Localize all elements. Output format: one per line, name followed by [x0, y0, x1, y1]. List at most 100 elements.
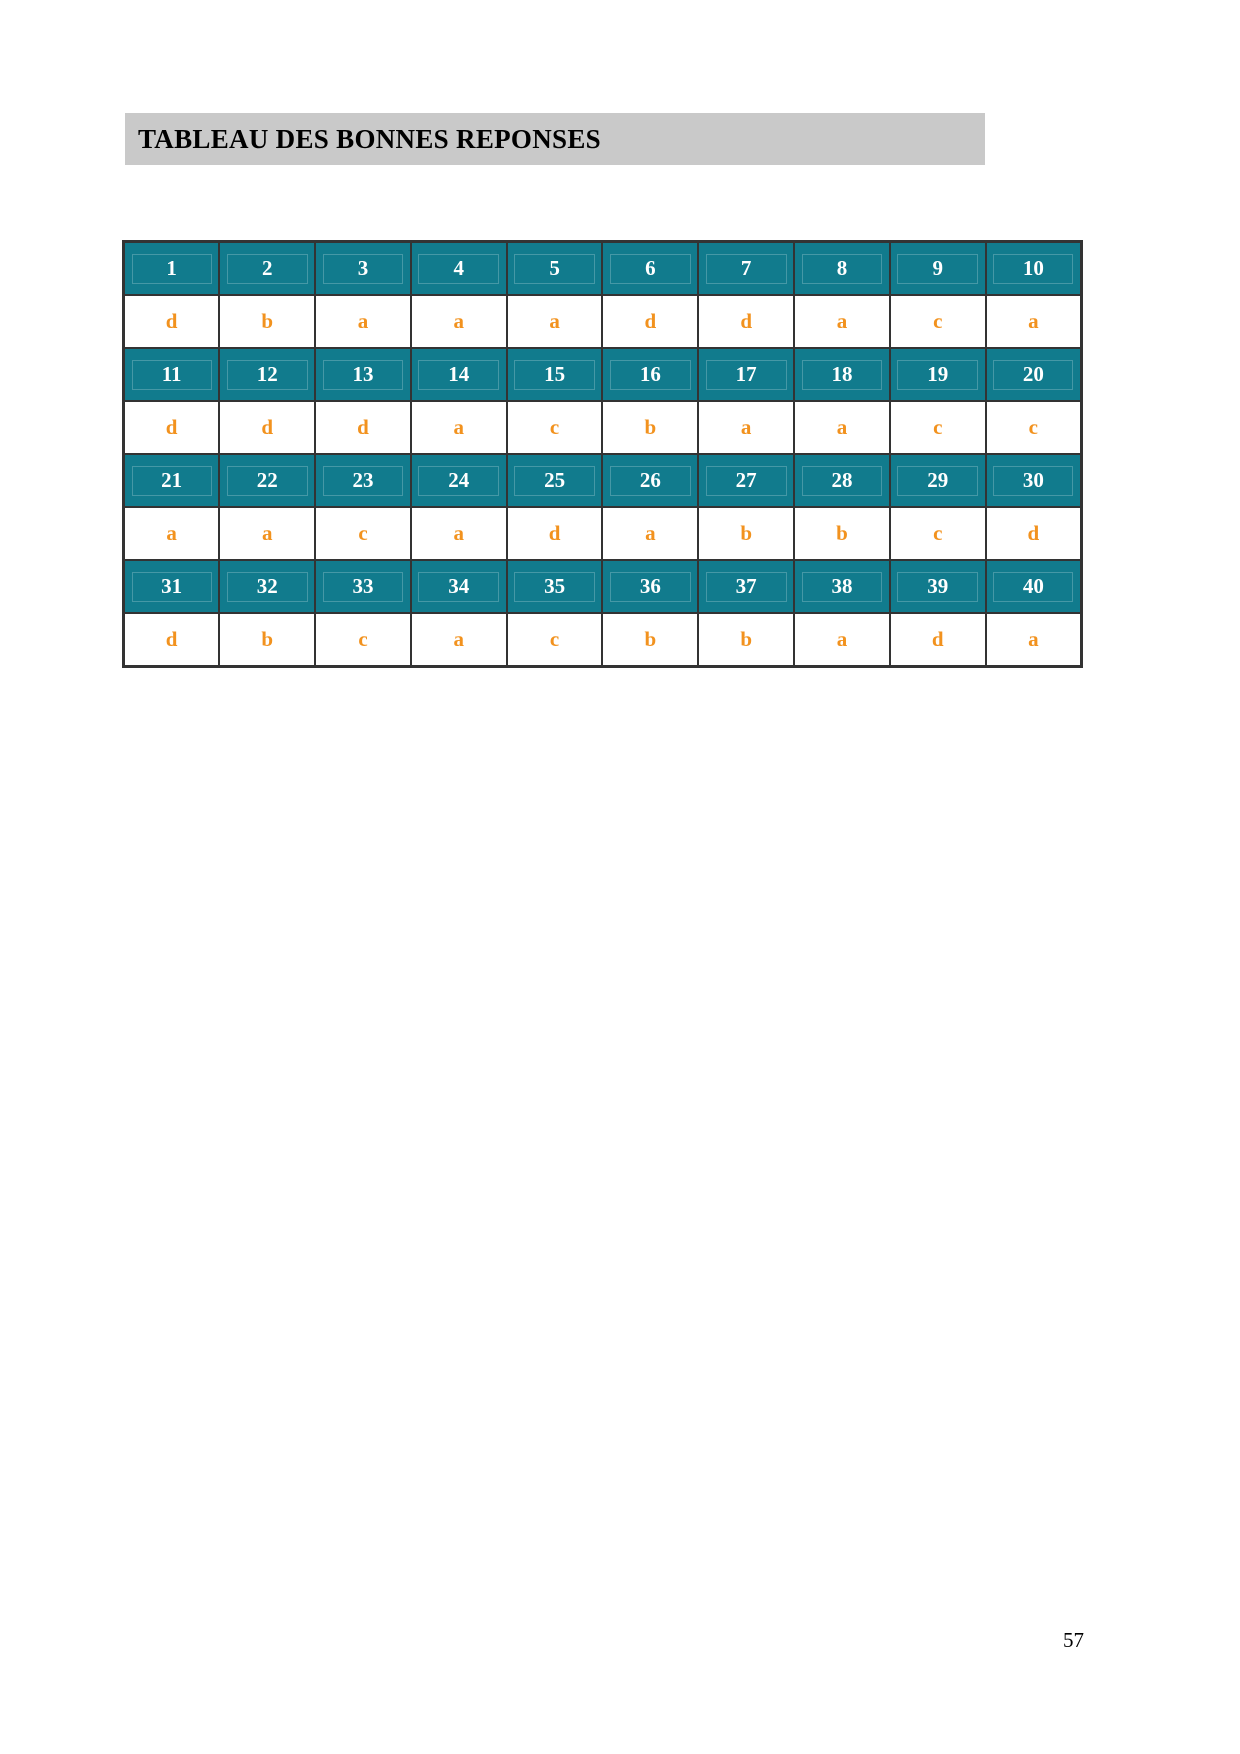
answer-cell: b	[218, 612, 317, 668]
question-number: 3	[357, 256, 369, 280]
question-number: 5	[549, 256, 560, 280]
question-number-row: 1 2 3 4 5 6 7 8 9 10	[122, 240, 1083, 296]
question-number: 28	[831, 468, 853, 492]
answer-cell: d	[122, 612, 221, 668]
answer-cell: a	[601, 506, 700, 561]
question-number-row: 31 32 33 34 35 36 37 38 39 40	[122, 559, 1083, 614]
answer-cell: c	[888, 506, 987, 561]
question-number-cell: 23	[314, 453, 412, 508]
page-number: 57	[1063, 1628, 1084, 1652]
answer-cell: b	[697, 506, 796, 561]
question-number: 4	[453, 256, 465, 280]
question-number-cell: 3	[314, 240, 412, 296]
answer-cell: d	[601, 294, 700, 349]
question-number-cell: 33	[314, 559, 412, 614]
answer-cell: a	[793, 294, 891, 349]
question-number: 40	[1022, 574, 1044, 598]
question-number: 23	[352, 468, 374, 492]
answer-cell: d	[314, 400, 412, 455]
question-number: 34	[448, 574, 470, 598]
question-number: 1	[166, 256, 177, 280]
question-number: 6	[645, 256, 656, 280]
question-number: 35	[544, 574, 566, 598]
question-number-cell: 9	[888, 240, 987, 296]
question-number-cell: 32	[218, 559, 317, 614]
question-number: 9	[932, 256, 944, 280]
question-number-cell: 39	[888, 559, 987, 614]
question-number: 25	[544, 468, 566, 492]
answer-cell: c	[505, 400, 604, 455]
question-number-cell: 21	[122, 453, 221, 508]
answer-cell: c	[314, 506, 412, 561]
answer-cell: d	[888, 612, 987, 668]
question-number: 37	[735, 574, 757, 598]
title-bar: TABLEAU DES BONNES REPONSES	[125, 113, 985, 165]
answer-row: d b c a c b b a d a	[122, 612, 1083, 668]
question-number-cell: 28	[793, 453, 891, 508]
question-number: 30	[1022, 468, 1044, 492]
question-number-cell: 16	[601, 347, 700, 402]
question-number-cell: 24	[409, 453, 508, 508]
question-number: 29	[927, 468, 949, 492]
question-number-cell: 38	[793, 559, 891, 614]
question-number: 17	[735, 362, 757, 386]
question-number-cell: 1	[122, 240, 221, 296]
question-number: 18	[831, 362, 853, 386]
question-number-cell: 22	[218, 453, 317, 508]
question-number-cell: 19	[888, 347, 987, 402]
question-number-cell: 6	[601, 240, 700, 296]
question-number-cell: 40	[984, 559, 1083, 614]
answer-cell: b	[697, 612, 796, 668]
answer-cell: a	[409, 400, 508, 455]
question-number-cell: 34	[409, 559, 508, 614]
answer-cell: c	[314, 612, 412, 668]
question-number: 26	[639, 468, 661, 492]
question-number-cell: 2	[218, 240, 317, 296]
question-number: 11	[161, 362, 182, 386]
question-number: 24	[448, 468, 470, 492]
question-number-cell: 14	[409, 347, 508, 402]
question-number: 14	[448, 362, 470, 386]
question-number-cell: 29	[888, 453, 987, 508]
answer-cell: a	[793, 612, 891, 668]
question-number: 33	[352, 574, 374, 598]
question-number: 31	[161, 574, 183, 598]
answer-cell: a	[793, 400, 891, 455]
page-title: TABLEAU DES BONNES REPONSES	[138, 123, 601, 154]
answer-cell: b	[601, 612, 700, 668]
question-number-cell: 36	[601, 559, 700, 614]
question-number-cell: 13	[314, 347, 412, 402]
answer-cell: d	[122, 400, 221, 455]
answer-cell: a	[218, 506, 317, 561]
answer-row: d b a a a d d a c a	[122, 294, 1083, 349]
question-number-cell: 35	[505, 559, 604, 614]
question-number: 21	[161, 468, 183, 492]
question-number-cell: 15	[505, 347, 604, 402]
answer-row: d d d a c b a a c c	[122, 400, 1083, 455]
question-number-cell: 25	[505, 453, 604, 508]
answer-cell: d	[122, 294, 221, 349]
question-number-cell: 4	[409, 240, 508, 296]
answer-cell: c	[505, 612, 604, 668]
answer-cell: d	[218, 400, 317, 455]
question-number: 32	[256, 574, 278, 598]
answer-cell: a	[409, 506, 508, 561]
answer-cell: a	[697, 400, 796, 455]
question-number-cell: 10	[984, 240, 1083, 296]
question-number: 27	[735, 468, 757, 492]
question-number-cell: 27	[697, 453, 796, 508]
answer-cell: b	[601, 400, 700, 455]
question-number: 12	[256, 362, 278, 386]
question-number-cell: 17	[697, 347, 796, 402]
question-number: 22	[256, 468, 278, 492]
answer-cell: b	[218, 294, 317, 349]
answer-cell: b	[793, 506, 891, 561]
question-number-row: 21 22 23 24 25 26 27 28 29 30	[122, 453, 1083, 508]
question-number: 13	[352, 362, 374, 386]
answer-cell: a	[409, 612, 508, 668]
answers-table: 1 2 3 4 5 6 7 8 9 10 d b a a a d d a c a…	[122, 240, 1083, 668]
question-number: 36	[639, 574, 661, 598]
answer-cell: a	[984, 612, 1083, 668]
question-number-cell: 26	[601, 453, 700, 508]
